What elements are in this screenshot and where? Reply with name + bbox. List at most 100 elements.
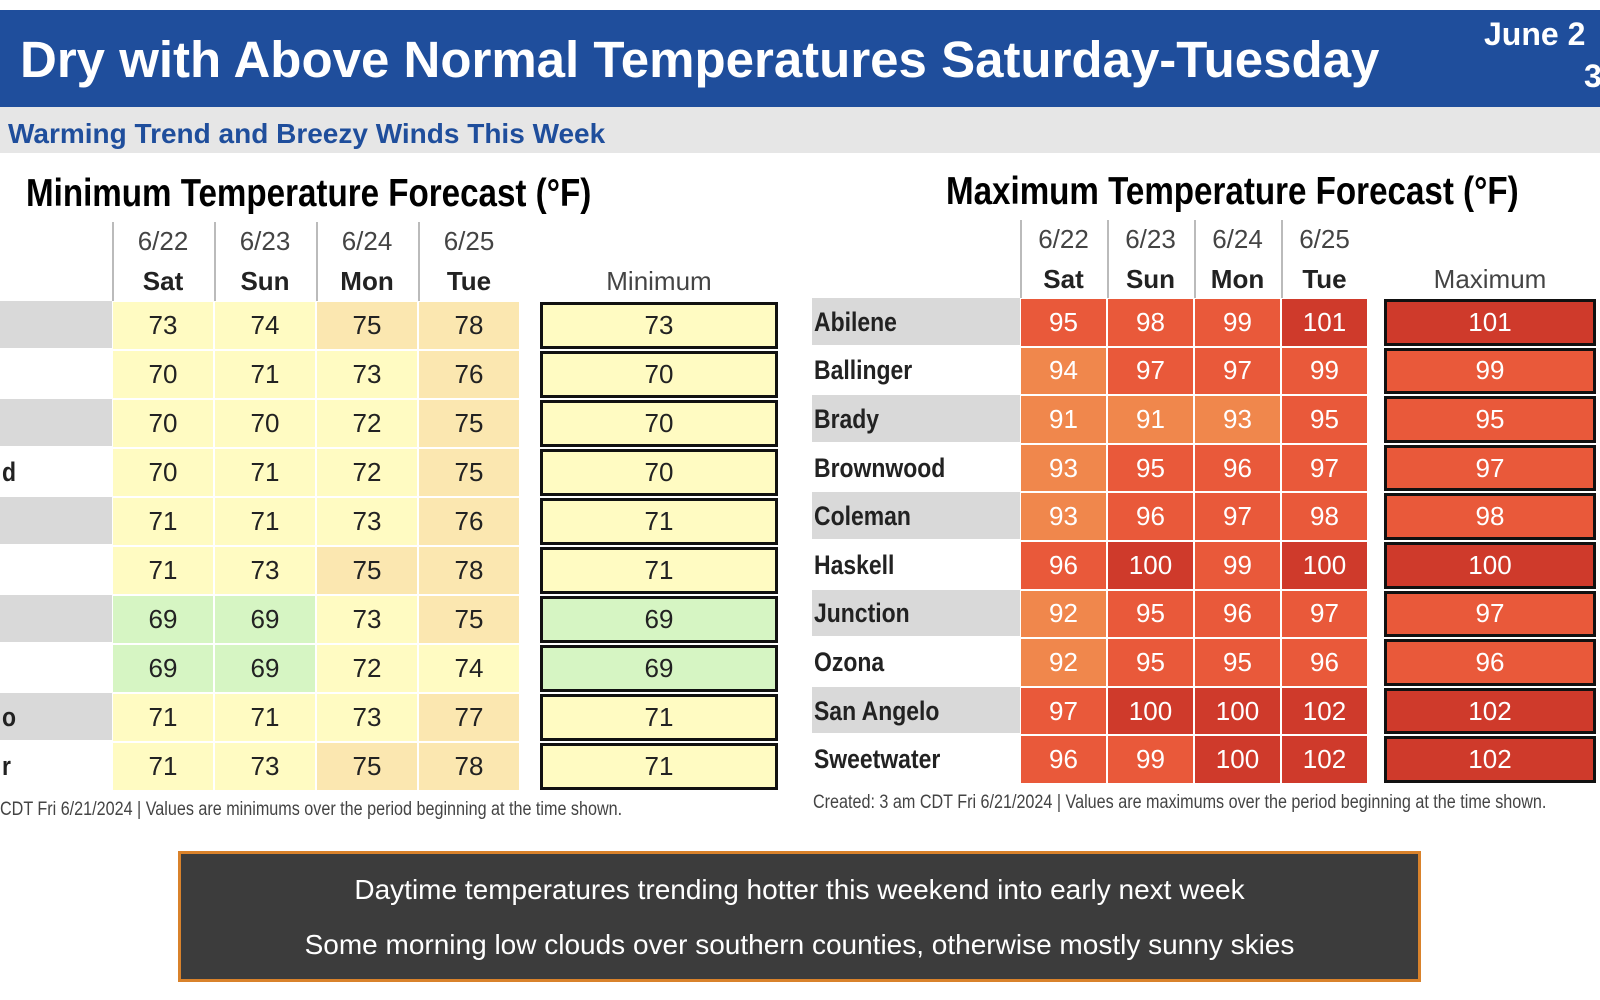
temp-cell: 95 <box>1021 299 1106 346</box>
summary-header: Minimum <box>606 265 712 296</box>
temp-cell: 73 <box>317 694 417 741</box>
temp-cell: 75 <box>317 743 417 790</box>
temp-cell: 97 <box>1021 687 1106 735</box>
temp-cell: 75 <box>317 302 417 349</box>
column-divider <box>316 222 318 301</box>
date: June 2 <box>1484 16 1586 52</box>
summary-cell: 95 <box>1384 396 1596 443</box>
temp-cell: 97 <box>1282 590 1367 638</box>
date-header: 6/23 <box>239 225 291 256</box>
summary-cell: 71 <box>540 743 778 790</box>
temp-cell: 69 <box>113 645 213 692</box>
note: Some morning low clouds over southern co… <box>304 929 1295 960</box>
summary-cell: 70 <box>540 400 778 447</box>
summary-cell: 71 <box>540 694 778 741</box>
temp-cell: 92 <box>1021 590 1106 638</box>
column-divider <box>1020 220 1022 298</box>
date-header: 6/22 <box>137 225 189 256</box>
date-header: 6/24 <box>1212 223 1263 254</box>
column-divider <box>112 222 114 301</box>
summary-cell: 97 <box>1384 444 1596 492</box>
summary-cell: 71 <box>540 547 778 594</box>
row-label: Brady <box>814 403 880 434</box>
temp-cell: 95 <box>1108 590 1193 638</box>
temp-cell: 78 <box>419 743 519 790</box>
day-header: Sun <box>1125 263 1176 294</box>
date-header: 6/24 <box>341 225 393 256</box>
row-band <box>812 686 1020 734</box>
row-label: Ozona <box>814 646 885 677</box>
subtitle-bar <box>0 107 1600 153</box>
date: 3 <box>1584 58 1600 94</box>
row-label: Junction <box>814 598 910 629</box>
row-band <box>0 595 112 642</box>
temp-cell: 72 <box>317 449 417 496</box>
temp-cell: 92 <box>1021 639 1106 686</box>
table-title: Minimum Temperature Forecast (°F) <box>26 172 592 215</box>
temp-cell: 102 <box>1282 687 1367 735</box>
temp-cell: 78 <box>419 302 519 349</box>
table-footer: CDT Fri 6/21/2024 | Values are minimums … <box>0 799 623 820</box>
temp-cell: 75 <box>419 400 519 447</box>
temp-cell: 72 <box>317 400 417 447</box>
temp-cell: 96 <box>1195 444 1280 492</box>
temp-cell: 98 <box>1282 493 1367 540</box>
summary-cell: 98 <box>1384 493 1596 540</box>
column-divider <box>214 222 216 301</box>
temp-cell: 97 <box>1195 347 1280 395</box>
temp-cell: 96 <box>1021 542 1106 589</box>
summary-cell: 96 <box>1384 639 1596 686</box>
temp-cell: 102 <box>1282 736 1367 783</box>
summary-cell: 71 <box>540 498 778 545</box>
column-divider <box>1281 220 1283 298</box>
row-label: o <box>2 702 17 732</box>
summary-cell: 70 <box>540 449 778 496</box>
temp-cell: 71 <box>215 694 315 741</box>
temp-cell: 98 <box>1108 299 1193 346</box>
date-header: 6/25 <box>1299 223 1350 254</box>
summary-cell: 102 <box>1384 687 1596 735</box>
row-label: r <box>2 751 11 781</box>
day-header: Tue <box>446 265 492 296</box>
temp-cell: 74 <box>215 302 315 349</box>
temp-cell: 97 <box>1195 493 1280 540</box>
temp-cell: 97 <box>1282 444 1367 492</box>
temp-cell: 100 <box>1108 687 1193 735</box>
row-band <box>812 298 1020 345</box>
temp-cell: 69 <box>215 596 315 643</box>
day-header: Mon <box>1210 263 1265 294</box>
temp-cell: 75 <box>419 596 519 643</box>
summary-cell: 99 <box>1384 347 1596 395</box>
day-header: Sat <box>142 265 184 296</box>
temp-cell: 93 <box>1195 396 1280 443</box>
temp-cell: 70 <box>215 400 315 447</box>
row-band <box>0 399 112 446</box>
temp-cell: 73 <box>215 547 315 594</box>
note: Daytime temperatures trending hotter thi… <box>354 874 1245 905</box>
temp-cell: 69 <box>215 645 315 692</box>
column-divider <box>1107 220 1109 298</box>
temp-cell: 71 <box>113 547 213 594</box>
column-divider <box>418 222 420 301</box>
temp-cell: 99 <box>1195 299 1280 346</box>
temp-cell: 72 <box>317 645 417 692</box>
temp-cell: 71 <box>113 743 213 790</box>
temp-cell: 100 <box>1195 736 1280 783</box>
row-band <box>0 497 112 544</box>
temp-cell: 77 <box>419 694 519 741</box>
temp-cell: 73 <box>317 498 417 545</box>
temp-cell: 70 <box>113 400 213 447</box>
temp-cell: 74 <box>419 645 519 692</box>
row-label: Haskell <box>814 549 895 580</box>
temp-cell: 99 <box>1195 542 1280 589</box>
temp-cell: 96 <box>1282 639 1367 686</box>
summary-cell: 102 <box>1384 736 1596 783</box>
row-label: Brownwood <box>814 452 946 483</box>
temp-cell: 93 <box>1021 444 1106 492</box>
temp-cell: 76 <box>419 498 519 545</box>
temp-cell: 73 <box>215 743 315 790</box>
temp-cell: 73 <box>317 351 417 398</box>
row-label: Sweetwater <box>814 744 941 775</box>
temp-cell: 100 <box>1282 542 1367 589</box>
temp-cell: 91 <box>1021 396 1106 443</box>
